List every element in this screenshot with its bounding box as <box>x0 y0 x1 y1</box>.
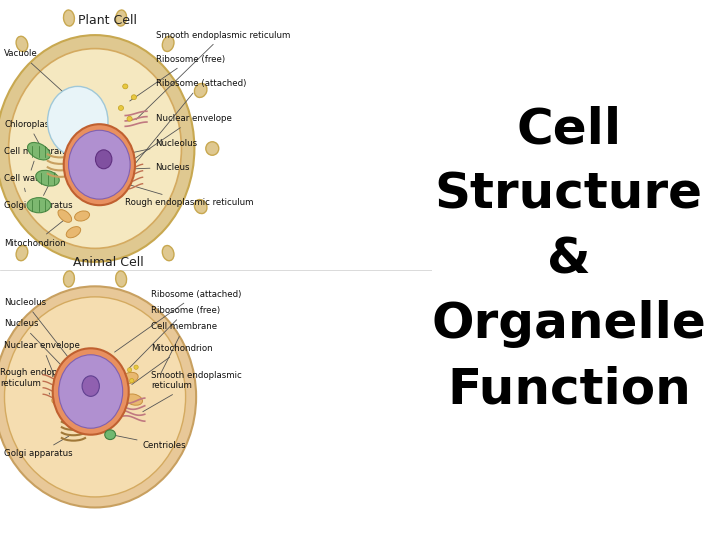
Ellipse shape <box>58 210 71 222</box>
Text: Vacuole: Vacuole <box>4 50 76 104</box>
Ellipse shape <box>66 227 81 238</box>
Text: Cell wall: Cell wall <box>4 174 40 192</box>
Ellipse shape <box>0 286 196 508</box>
Text: Smooth endoplasmic
reticulum: Smooth endoplasmic reticulum <box>143 371 242 411</box>
Ellipse shape <box>59 355 122 428</box>
Ellipse shape <box>96 150 112 168</box>
Text: Rough endoplasmic
reticulum: Rough endoplasmic reticulum <box>0 368 85 394</box>
Ellipse shape <box>130 379 134 383</box>
Ellipse shape <box>52 394 69 405</box>
Ellipse shape <box>121 373 138 383</box>
Text: Cell membrane: Cell membrane <box>151 322 217 373</box>
Text: Nucleus: Nucleus <box>100 163 190 172</box>
Text: Nucleus: Nucleus <box>4 320 84 389</box>
Ellipse shape <box>4 297 186 497</box>
Ellipse shape <box>162 36 174 51</box>
Text: Nuclear envelope: Nuclear envelope <box>4 341 80 389</box>
Text: Rough endoplasmic reticulum: Rough endoplasmic reticulum <box>125 184 253 207</box>
Ellipse shape <box>63 271 74 287</box>
Ellipse shape <box>134 365 138 369</box>
Ellipse shape <box>63 124 135 205</box>
Text: Golgi apparatus: Golgi apparatus <box>4 436 73 458</box>
Text: Cell membrane: Cell membrane <box>4 147 71 170</box>
Ellipse shape <box>48 86 108 157</box>
Ellipse shape <box>122 84 128 89</box>
Ellipse shape <box>9 49 181 248</box>
Text: Nucleolus: Nucleolus <box>104 139 198 159</box>
Text: Ribosome (free): Ribosome (free) <box>130 55 225 101</box>
Text: Smooth endoplasmic reticulum: Smooth endoplasmic reticulum <box>136 31 290 119</box>
Text: Nuclear envelope: Nuclear envelope <box>132 114 231 160</box>
Text: Mitochondrion: Mitochondrion <box>132 344 213 384</box>
Text: Ribosome (attached): Ribosome (attached) <box>114 290 242 352</box>
Text: Animal Cell: Animal Cell <box>73 256 143 269</box>
Text: Chloroplast: Chloroplast <box>4 120 53 148</box>
Ellipse shape <box>125 394 143 405</box>
Ellipse shape <box>75 211 89 221</box>
Ellipse shape <box>162 246 174 261</box>
Text: Plant Cell: Plant Cell <box>78 14 138 26</box>
Text: Ribosome (free): Ribosome (free) <box>130 306 220 368</box>
Ellipse shape <box>194 200 207 214</box>
Ellipse shape <box>0 35 194 262</box>
Ellipse shape <box>27 198 50 213</box>
Ellipse shape <box>131 95 137 100</box>
Text: Mitochondrion: Mitochondrion <box>4 218 67 247</box>
Ellipse shape <box>206 141 219 156</box>
Ellipse shape <box>116 271 127 287</box>
Text: Cell
Structure
&
Organelle
Function: Cell Structure & Organelle Function <box>431 105 706 414</box>
Ellipse shape <box>127 117 132 122</box>
Ellipse shape <box>105 430 115 440</box>
Ellipse shape <box>36 170 59 186</box>
Ellipse shape <box>63 10 74 26</box>
Ellipse shape <box>194 83 207 97</box>
Ellipse shape <box>118 106 124 111</box>
Text: Nucleolus: Nucleolus <box>4 298 89 384</box>
Ellipse shape <box>82 376 99 396</box>
Ellipse shape <box>53 348 129 435</box>
Ellipse shape <box>16 36 28 51</box>
Ellipse shape <box>127 368 132 372</box>
Ellipse shape <box>116 10 127 26</box>
Text: Golgi apparatus: Golgi apparatus <box>4 173 73 210</box>
Ellipse shape <box>16 246 28 261</box>
Text: Centrioles: Centrioles <box>114 435 186 450</box>
Ellipse shape <box>27 143 50 160</box>
Text: Ribosome (attached): Ribosome (attached) <box>122 79 246 179</box>
Ellipse shape <box>68 130 130 199</box>
